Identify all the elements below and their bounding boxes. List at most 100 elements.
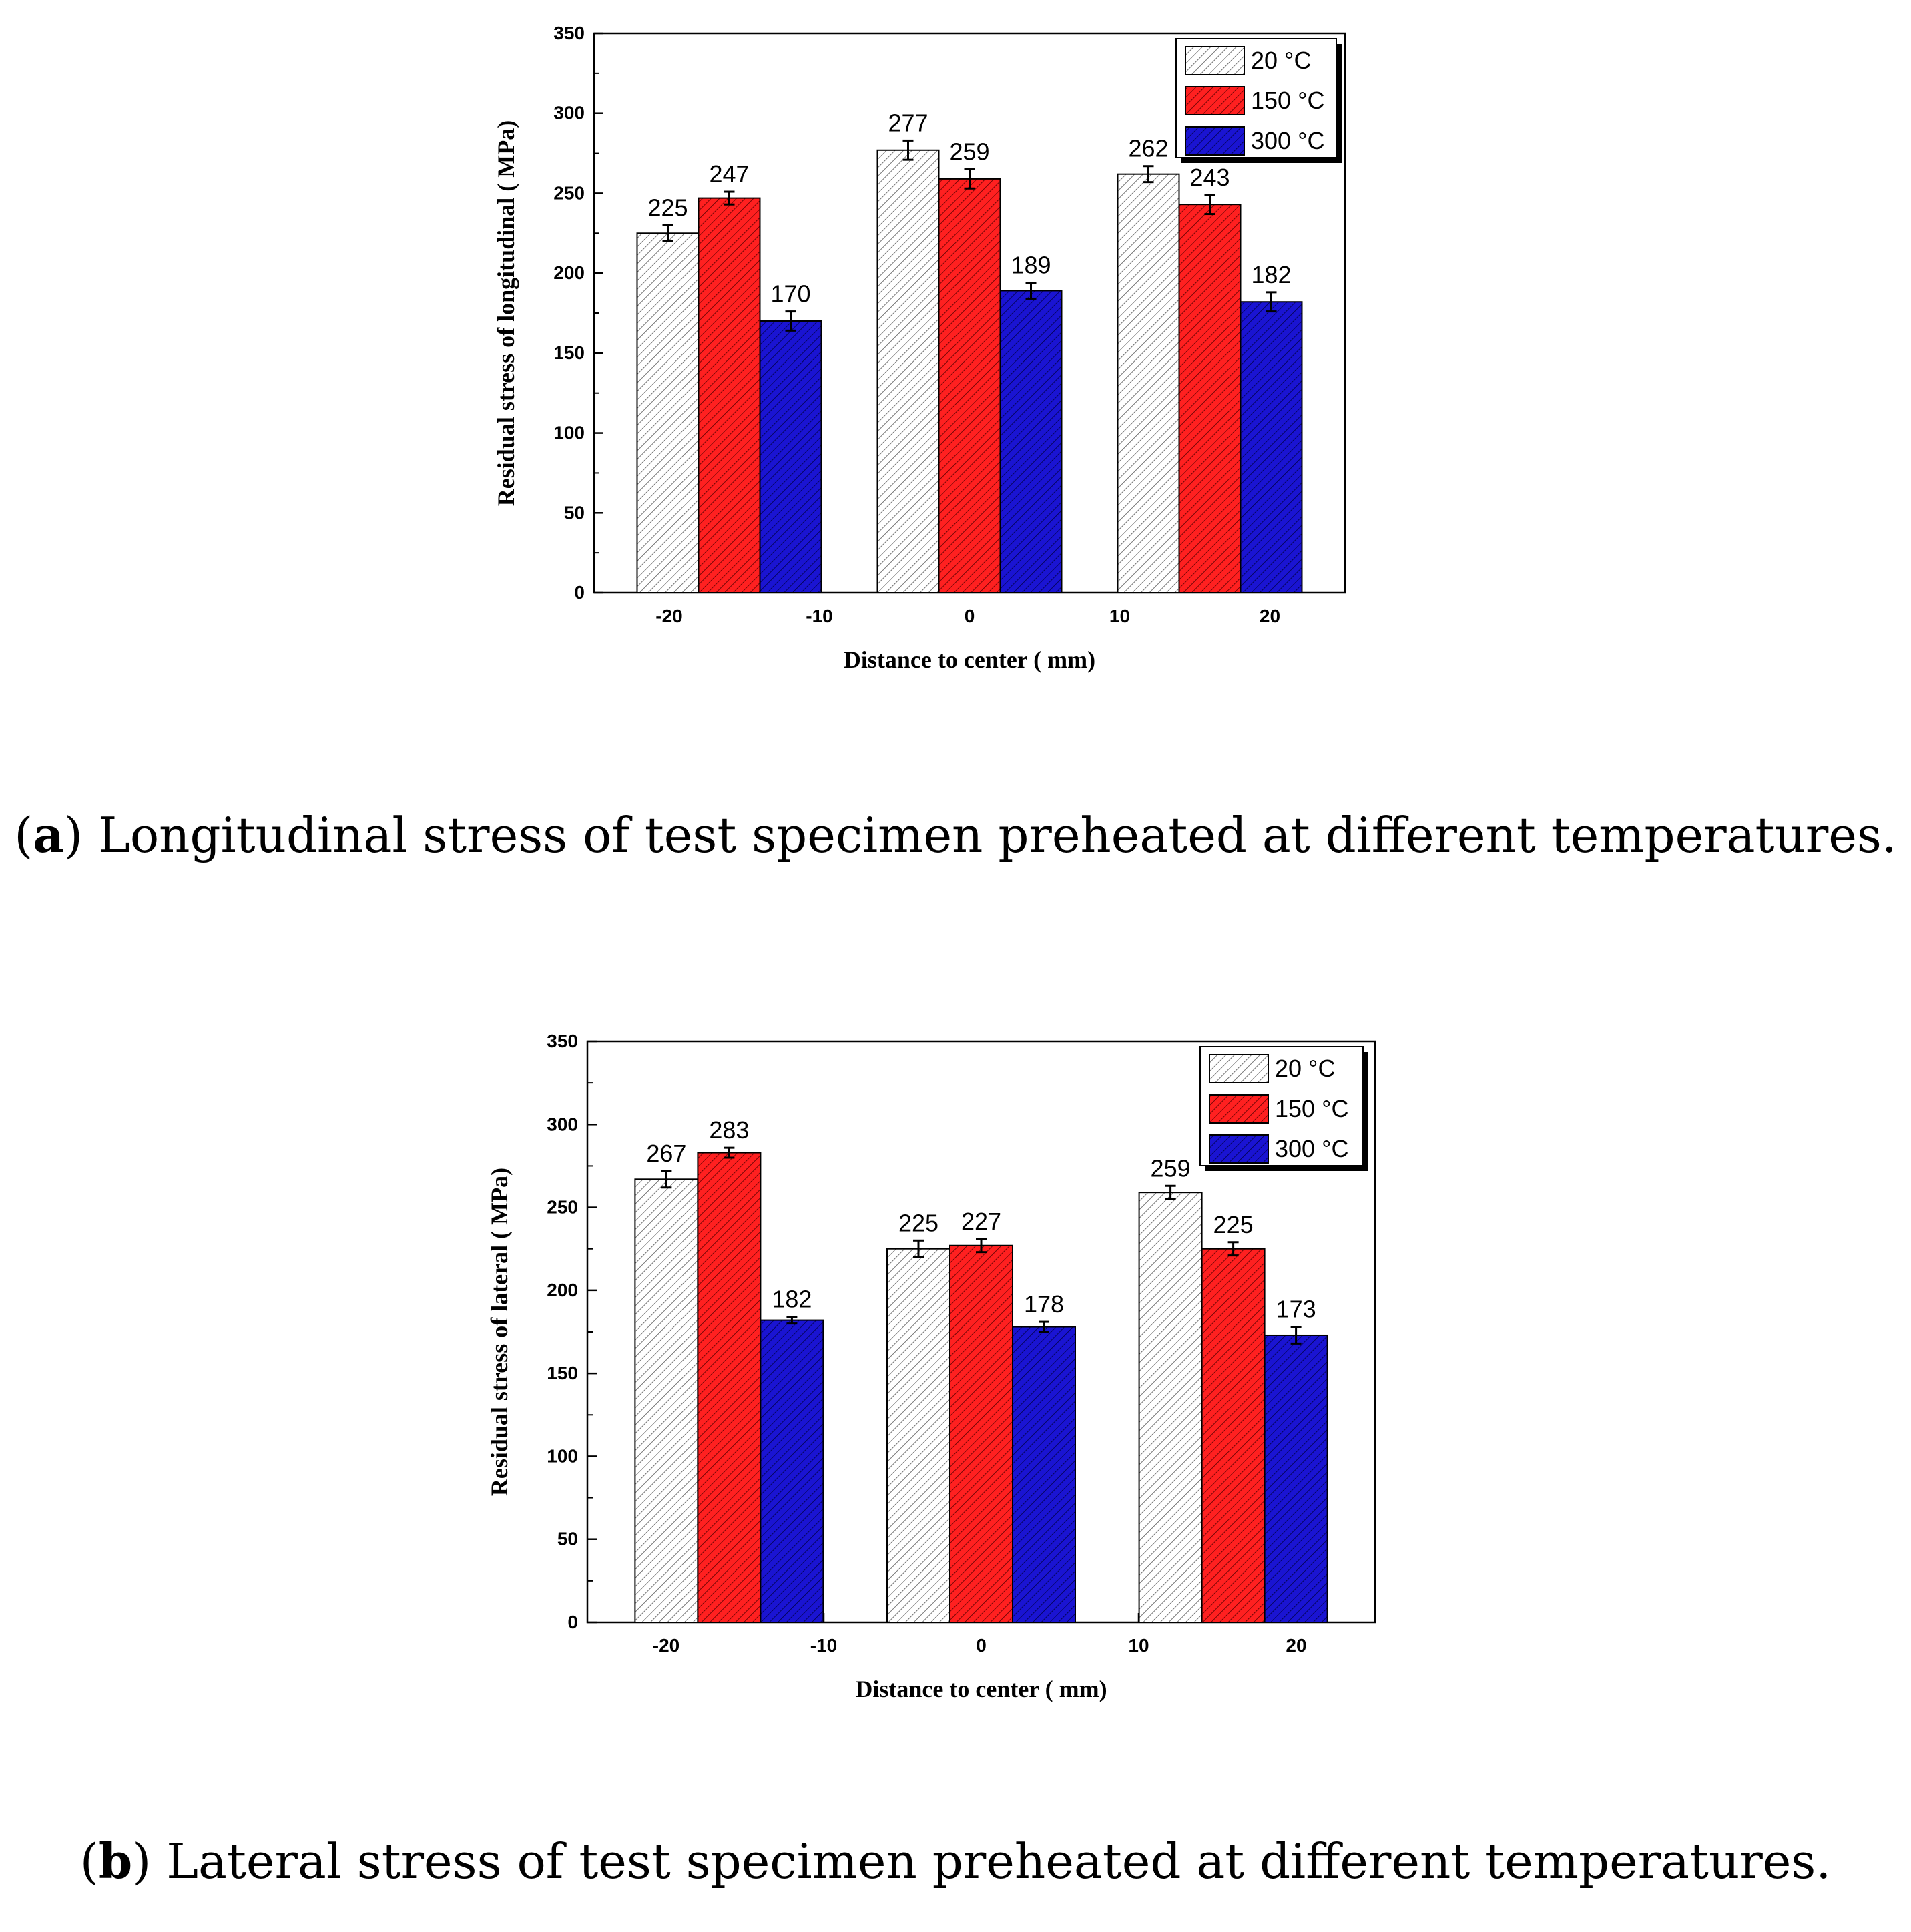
legend-label: 150 °C [1275,1095,1348,1122]
legend-swatch [1209,1134,1269,1164]
value-label: 225 [647,194,688,221]
legend-label: 20 °C [1251,47,1311,74]
error-bar [1025,282,1037,300]
value-label: 277 [888,109,928,136]
y-tick-label: 300 [547,1114,578,1134]
bar [698,197,761,593]
caption-a-text: Longitudinal stress of test specimen pre… [98,807,1897,863]
series-2: 170 189 182 [759,252,1303,593]
bar [1138,1192,1203,1623]
caption-b: (b) Lateral stress of test specimen preh… [79,1833,1832,1889]
value-label: 225 [898,1209,938,1236]
value-label: 227 [961,1208,1001,1235]
bar [636,232,700,593]
y-tick-label: 150 [553,342,585,363]
bar [697,1152,762,1624]
bar [876,149,940,594]
series-0: 225 277 262 [636,109,1180,594]
x-tick-label: 0 [965,606,975,626]
y-tick-label: 250 [553,182,585,203]
value-label: 182 [772,1286,812,1313]
value-label: 283 [709,1116,749,1144]
x-tick-label: -20 [655,606,682,626]
x-tick-label: 10 [1109,606,1130,626]
x-tick-label: -20 [653,1635,679,1656]
value-label: 178 [1024,1290,1064,1318]
bar [1264,1334,1328,1623]
figure-panel-b: 0 50 100 150 200 250 300 350 -20 -10 0 10 20 Distance… [0,995,1911,1932]
error-bar [1204,194,1215,216]
error-bar [976,1238,987,1254]
caption-b-text: Lateral stress of test specimen preheate… [166,1833,1832,1889]
legend-swatch [1209,1054,1269,1083]
y-tick-label: 100 [547,1445,578,1466]
y-tick-label: 300 [553,103,585,124]
legend: 20 °C 150 °C 300 °C [1199,1046,1368,1171]
error-bar [661,1170,672,1189]
x-tick-label: 10 [1128,1635,1149,1656]
bar [1240,301,1303,593]
error-bar [724,190,735,206]
error-bar [662,224,673,242]
figure-panel-a: 0 50 100 150 200 250 300 350 -20 -10 0 10 20 Distance… [0,0,1911,901]
bar [949,1244,1013,1623]
value-label: 170 [770,280,810,308]
legend-swatch [1185,126,1245,156]
y-tick-label: 350 [547,1031,578,1051]
error-bar [1165,1184,1176,1200]
y-axis-title: Residual stress of longitudinal ( MPa) [493,120,519,506]
error-bar [1039,1320,1049,1333]
y-tick-label: 250 [547,1197,578,1218]
y-tick-label: 200 [553,262,585,283]
error-bar [913,1239,924,1258]
bar [1178,204,1242,593]
error-bar [1290,1326,1302,1345]
bar [1201,1248,1266,1623]
value-label: 243 [1189,164,1230,191]
series-2: 182 178 173 [760,1286,1328,1623]
error-bar [1227,1241,1239,1257]
value-label: 189 [1011,252,1051,279]
error-bar [964,168,975,190]
value-label: 173 [1276,1296,1316,1323]
value-label: 262 [1128,135,1168,162]
y-tick-label: 150 [547,1363,578,1383]
bar [759,320,822,593]
error-bar [785,310,796,332]
value-label: 182 [1251,261,1291,288]
x-tick-label: -10 [810,1635,837,1656]
x-tick-label: 0 [976,1635,987,1656]
bars: 225 277 262 247 259 243 170 189 182 [636,109,1303,594]
value-label: 267 [646,1140,686,1167]
error-bar [786,1316,798,1325]
y-tick-label: 50 [564,502,585,523]
bar [760,1319,824,1623]
error-bar [902,139,914,161]
error-bar [1266,291,1277,313]
legend-swatch [1185,46,1245,75]
x-tick-label: 20 [1260,606,1280,626]
caption-a: (a) Longitudinal stress of test specimen… [14,806,1897,863]
y-axis: 0 50 100 150 200 250 300 350 [553,23,603,603]
value-label: 259 [949,138,989,166]
x-tick-label: 20 [1286,1635,1306,1656]
y-tick-label: 50 [557,1529,578,1549]
y-tick-label: 350 [553,23,585,43]
bar [1012,1326,1076,1623]
legend-swatch [1209,1094,1269,1124]
legend-label: 300 °C [1251,127,1324,154]
y-tick-label: 0 [574,582,585,603]
value-label: 247 [709,160,749,188]
legend-label: 150 °C [1251,87,1324,114]
bar [938,178,1001,593]
legend-label: 300 °C [1275,1135,1348,1162]
x-axis: -20 -10 0 10 20 [655,583,1280,626]
bar [999,290,1063,593]
series-0: 267 225 259 [634,1140,1203,1624]
legend-swatch [1185,86,1245,115]
caption-a-letter: a [33,806,65,863]
legend: 20 °C 150 °C 300 °C [1175,38,1342,163]
bar-chart-a: 0 50 100 150 200 250 300 350 -20 -10 0 10 20 Distance… [493,23,1346,673]
x-axis-title: Distance to center ( mm) [855,1676,1107,1702]
bar [634,1178,699,1624]
